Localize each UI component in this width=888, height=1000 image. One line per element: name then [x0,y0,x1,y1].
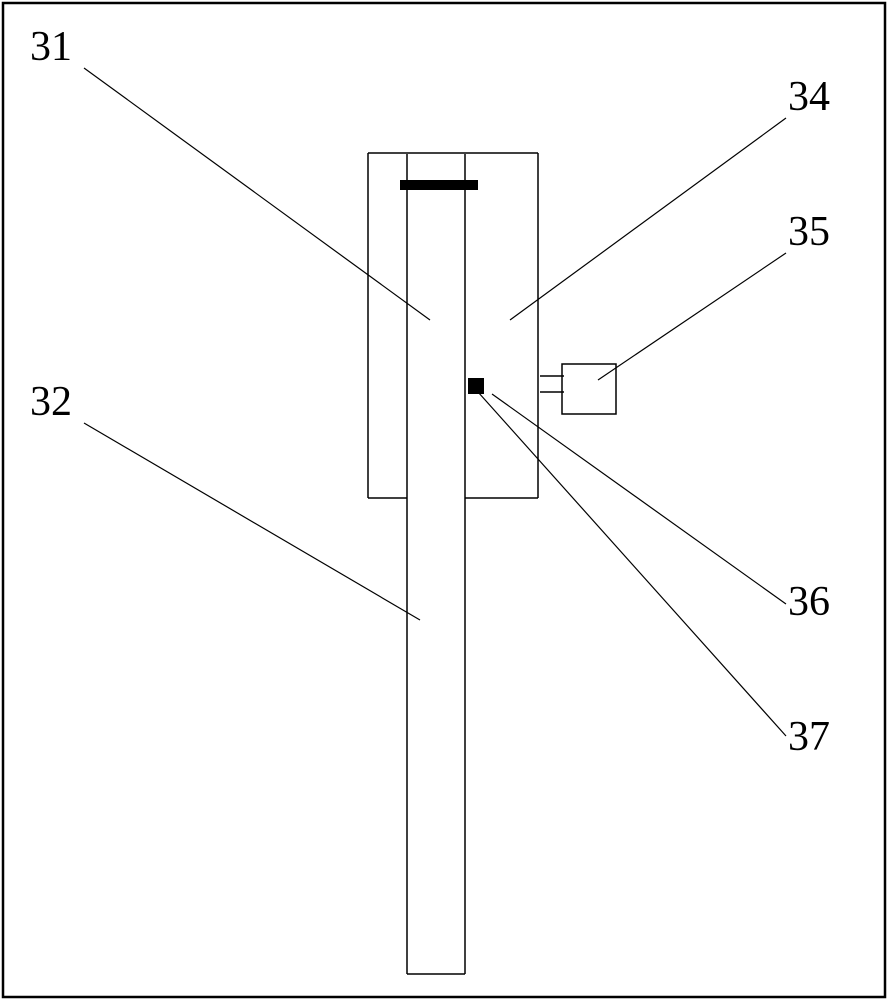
label-31: 31 [30,24,72,70]
leader-line-32 [84,423,420,620]
label-32: 32 [30,379,72,425]
side-block [562,364,616,414]
leader-line-37 [478,392,786,736]
top-black-bar [400,180,478,190]
outer-frame [3,3,885,997]
leader-line-31 [84,68,430,320]
leader-line-34 [510,118,786,320]
small-black-square [468,378,484,394]
label-37: 37 [788,714,830,760]
leader-line-35 [598,253,786,380]
label-34: 34 [788,74,830,120]
label-36: 36 [788,579,830,625]
label-35: 35 [788,209,830,255]
